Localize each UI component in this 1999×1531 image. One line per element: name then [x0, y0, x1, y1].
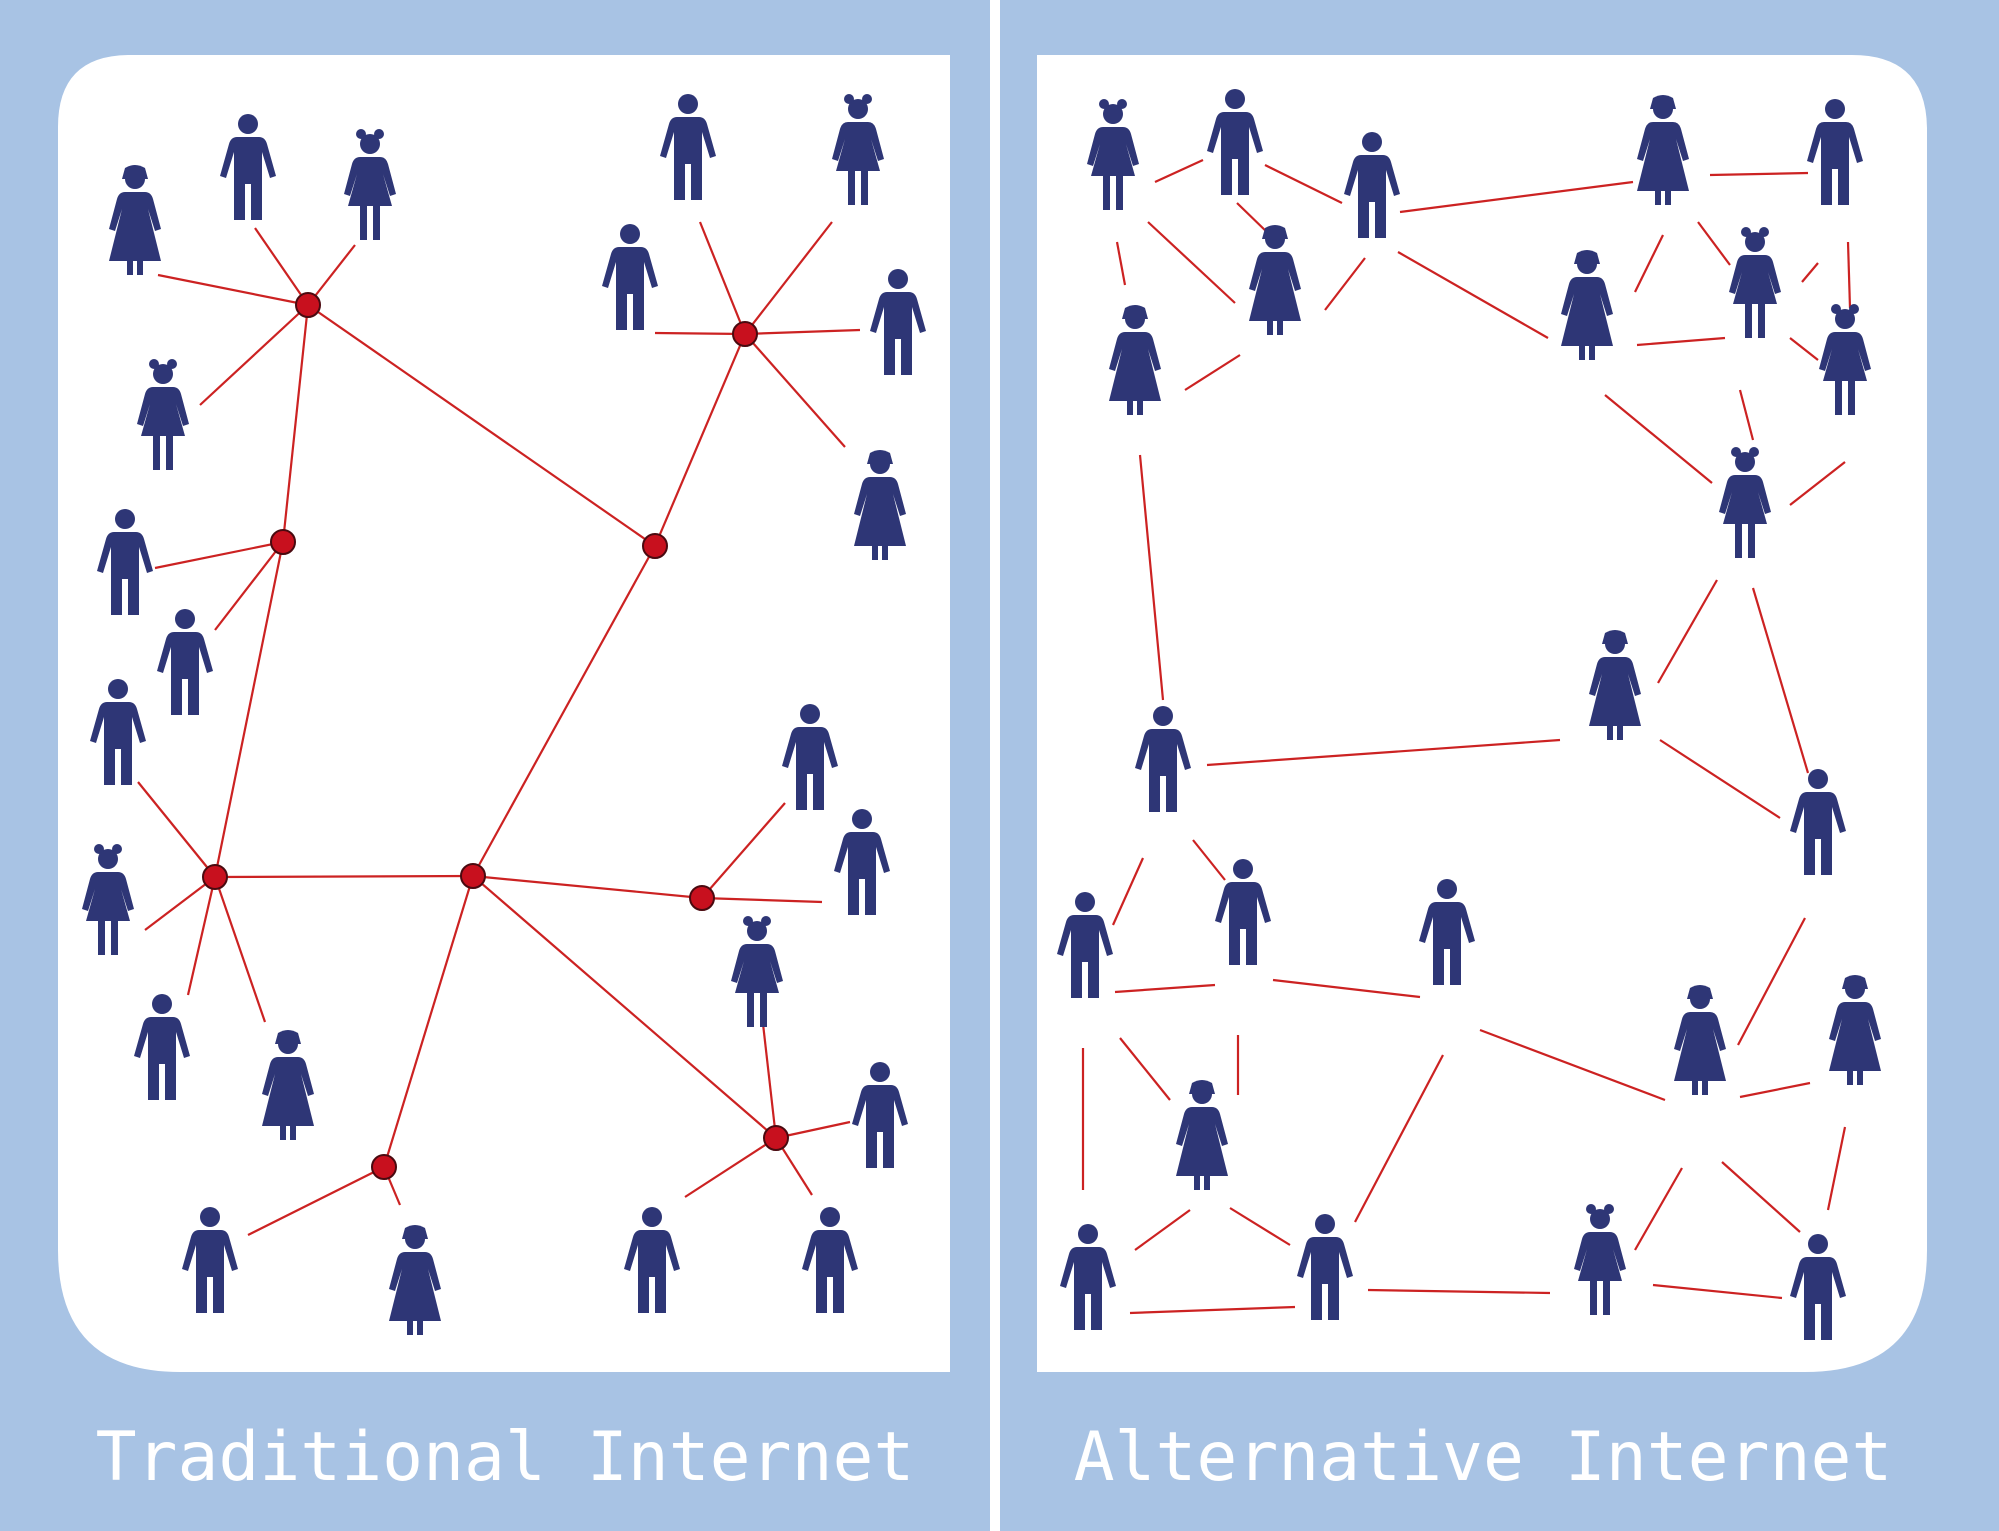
peer-link	[1739, 1081, 1811, 1099]
peer-link	[1636, 336, 1726, 347]
spoke-link	[157, 273, 309, 307]
peer-link	[1604, 394, 1713, 484]
peer-link	[1826, 1126, 1847, 1211]
backbone-link	[472, 545, 656, 877]
peer-link	[1324, 257, 1366, 311]
peer-link	[1354, 1054, 1444, 1223]
spoke-link	[701, 896, 823, 904]
relay-node-icon	[732, 321, 758, 347]
relay-node-icon	[202, 864, 228, 890]
relay-node-icon	[270, 529, 296, 555]
peer-link	[1652, 1283, 1783, 1300]
peer-link	[1789, 337, 1819, 361]
peer-link	[1738, 389, 1755, 441]
spoke-link	[684, 1137, 777, 1198]
peer-link	[1634, 234, 1664, 293]
peer-link	[1709, 171, 1809, 177]
peer-link	[1399, 180, 1634, 214]
peer-link	[1634, 1167, 1683, 1251]
peer-link	[1272, 978, 1421, 999]
peer-link	[1751, 587, 1810, 774]
peer-link	[1846, 241, 1852, 309]
peer-link	[1721, 1161, 1801, 1233]
peer-link	[1114, 983, 1216, 994]
backbone-link	[307, 304, 656, 547]
peer-link	[1192, 839, 1226, 881]
spoke-link	[214, 541, 284, 631]
peer-link	[1129, 1305, 1296, 1315]
spoke-link	[213, 876, 267, 1023]
relay-node-icon	[642, 533, 668, 559]
peer-link	[1367, 1288, 1551, 1295]
spoke-link	[247, 1166, 385, 1236]
peer-link	[1657, 579, 1718, 684]
backbone-link	[281, 304, 310, 543]
peer-link	[1111, 857, 1145, 926]
spoke-link	[744, 328, 861, 336]
spoke-link	[144, 876, 216, 931]
peer-link	[1264, 164, 1343, 204]
peer-link	[1138, 454, 1165, 701]
traditional-caption: Traditional Internet	[96, 1418, 915, 1497]
spoke-link	[701, 802, 786, 899]
peer-link	[1119, 1037, 1171, 1101]
peer-link	[1147, 221, 1236, 304]
relay-node-icon	[295, 292, 321, 318]
peer-link	[1236, 202, 1271, 236]
spoke-link	[744, 221, 833, 335]
peer-link	[1397, 251, 1549, 339]
spoke-link	[186, 876, 217, 996]
relay-node-icon	[689, 885, 715, 911]
peer-link	[1134, 1209, 1191, 1251]
peer-link	[1115, 241, 1127, 286]
spoke-link	[154, 540, 284, 570]
peer-link	[1184, 354, 1241, 391]
backbone-link	[214, 874, 474, 879]
traditional-links	[137, 221, 861, 1236]
alternative-links	[1081, 159, 1852, 1315]
alternative-caption: Alternative Internet	[1074, 1418, 1893, 1497]
backbone-link	[213, 541, 285, 878]
relay-nodes	[202, 292, 789, 1180]
peer-link	[1659, 739, 1781, 819]
spoke-link	[137, 781, 216, 878]
panel-divider	[990, 0, 1000, 1531]
peer-link	[1737, 917, 1806, 1046]
peer-link	[1801, 262, 1819, 283]
peer-link	[1697, 221, 1731, 266]
relay-node-icon	[460, 863, 486, 889]
relay-node-icon	[763, 1125, 789, 1151]
backbone-link	[472, 875, 777, 1139]
peer-link	[1789, 461, 1846, 506]
spoke-link	[199, 304, 309, 406]
spoke-link	[744, 333, 846, 448]
spoke-link	[254, 227, 309, 306]
peer-link	[1479, 1028, 1666, 1102]
backbone-link	[653, 333, 747, 547]
peer-link	[1154, 159, 1204, 183]
backbone-link	[472, 874, 703, 900]
backbone-link	[382, 875, 475, 1168]
spoke-link	[698, 221, 747, 335]
peer-link	[1229, 1207, 1291, 1246]
peer-link	[1206, 738, 1561, 767]
spoke-link	[654, 331, 746, 336]
relay-node-icon	[371, 1154, 397, 1180]
spoke-link	[760, 1014, 778, 1139]
